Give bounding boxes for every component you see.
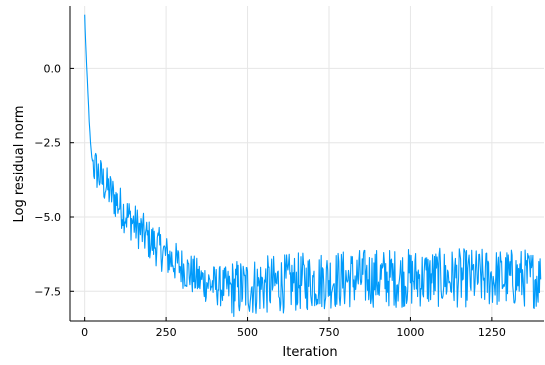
x-tick-label: 250	[156, 326, 177, 339]
x-axis-title: Iteration	[282, 345, 337, 360]
x-tick-label: 750	[318, 326, 339, 339]
x-tick-label: 0	[81, 326, 88, 339]
y-tick-label: −5.0	[34, 211, 61, 224]
y-tick-label: 0.0	[44, 62, 62, 75]
y-tick-label: −2.5	[34, 137, 61, 150]
x-tick-label: 1000	[396, 326, 424, 339]
x-tick-label: 500	[237, 326, 258, 339]
y-axis-title: Log residual norm	[12, 106, 27, 223]
x-tick-label: 1250	[478, 326, 506, 339]
series-line	[84, 14, 542, 318]
y-tick-label: −7.5	[34, 285, 61, 298]
